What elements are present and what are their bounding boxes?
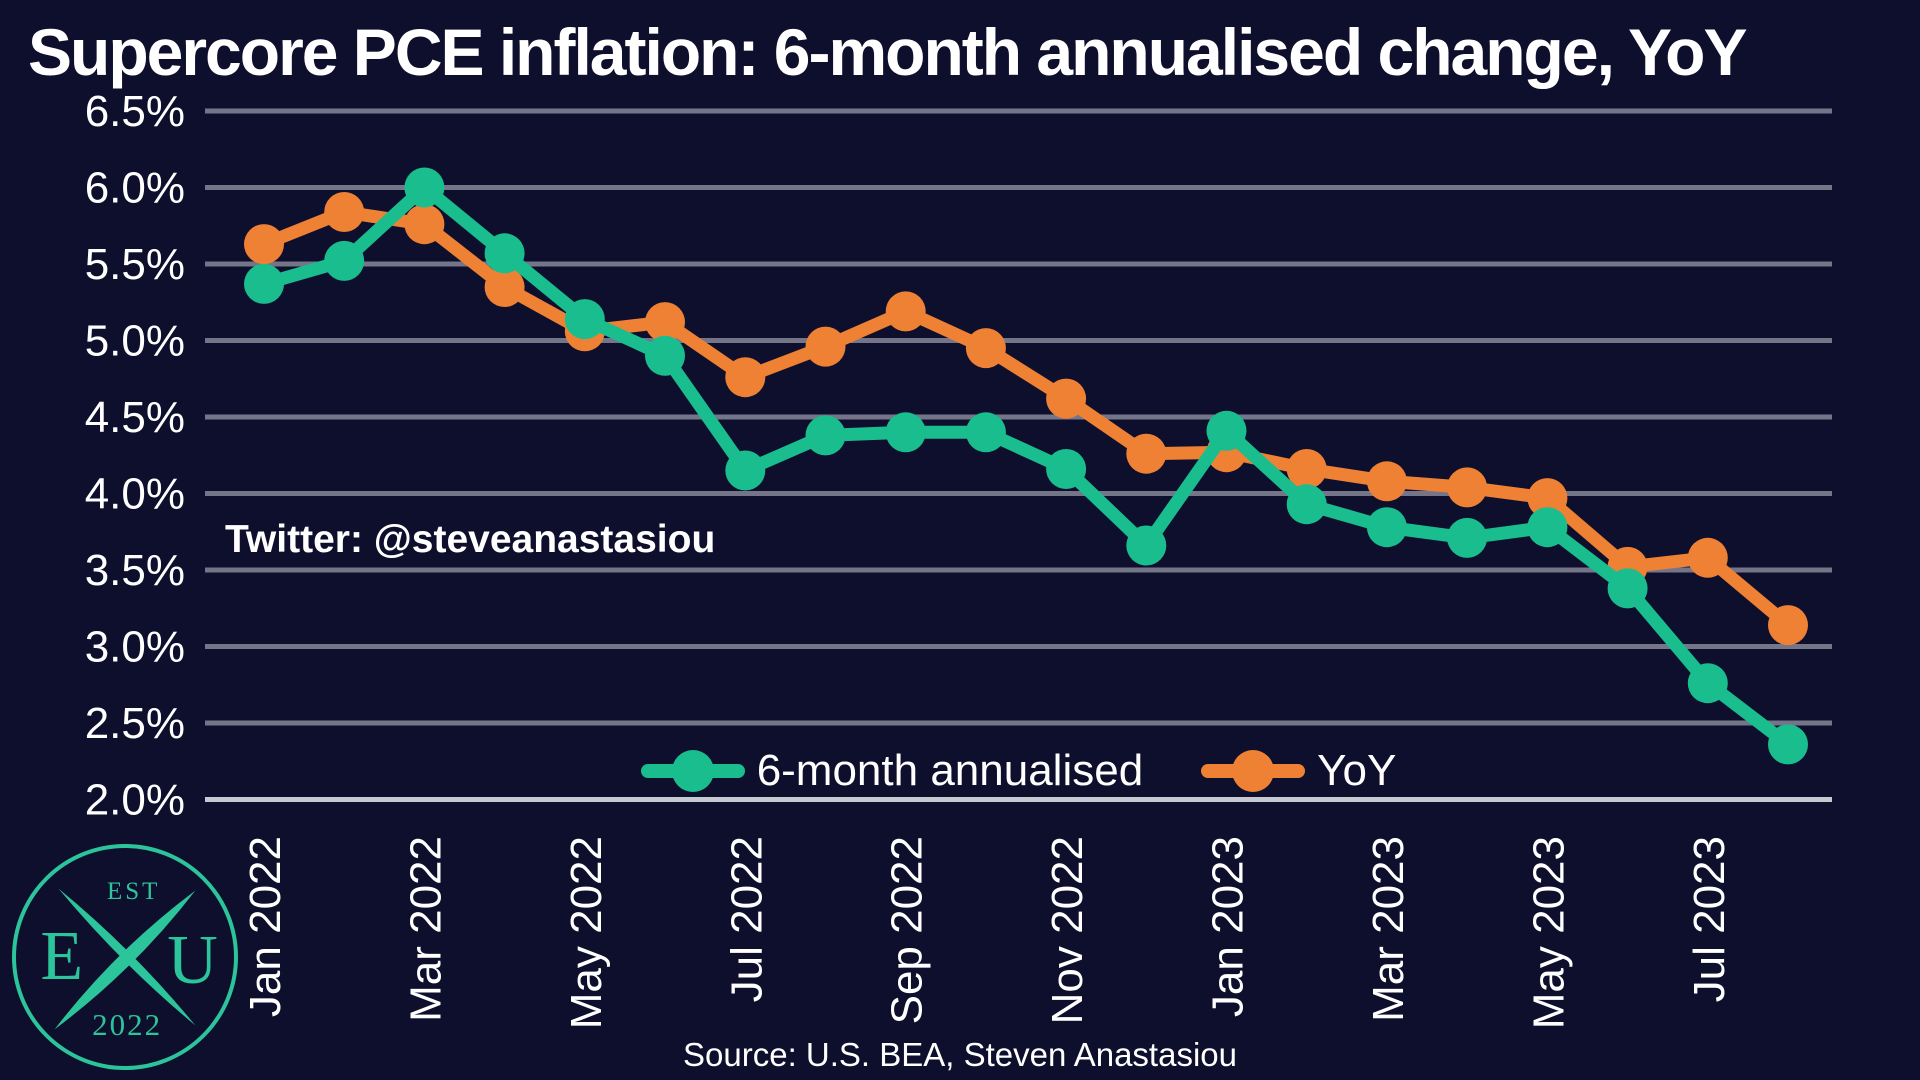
- orange-dot-icon: [1232, 750, 1275, 792]
- logo-est-text: EST: [106, 877, 161, 905]
- data-point-6-month-annualised: [1366, 507, 1407, 548]
- data-point-yoy: [725, 357, 766, 398]
- x-tick-label: Jul 2023: [1685, 836, 1734, 1002]
- y-tick-label: 6.5%: [85, 87, 185, 136]
- logo-year-text: 2022: [92, 1006, 163, 1042]
- x-tick-label: Mar 2022: [401, 836, 450, 1022]
- data-point-6-month-annualised: [965, 412, 1006, 453]
- y-tick-label: 4.0%: [85, 470, 185, 519]
- data-point-yoy: [1366, 461, 1407, 502]
- green-line-marker-icon: [640, 750, 745, 792]
- data-point-yoy: [1126, 433, 1167, 474]
- y-tick-label: 5.5%: [85, 240, 185, 289]
- x-tick-label: May 2023: [1524, 836, 1573, 1029]
- data-point-yoy: [1286, 449, 1327, 489]
- x-tick-label: Sep 2022: [883, 836, 932, 1024]
- data-point-6-month-annualised: [1126, 525, 1167, 566]
- y-tick-label: 4.5%: [85, 393, 185, 442]
- data-point-yoy: [645, 302, 685, 343]
- y-tick-label: 2.0%: [85, 776, 185, 825]
- legend-label: 6-month annualised: [756, 746, 1144, 795]
- green-dot-icon: [671, 750, 714, 792]
- x-tick-label: May 2022: [562, 836, 611, 1029]
- data-point-6-month-annualised: [484, 233, 525, 274]
- data-point-yoy: [1527, 478, 1568, 519]
- y-tick-label: 3.0%: [85, 623, 185, 672]
- data-point-6-month-annualised: [1687, 663, 1728, 704]
- y-tick-label: 5.0%: [85, 317, 185, 366]
- data-point-6-month-annualised: [645, 335, 685, 376]
- data-point-yoy: [1447, 467, 1488, 508]
- y-tick-label: 2.5%: [85, 699, 185, 748]
- data-point-yoy: [805, 326, 846, 367]
- data-point-6-month-annualised: [725, 450, 766, 491]
- orange-line-marker-icon: [1201, 750, 1306, 792]
- x-tick-label: Mar 2023: [1364, 836, 1413, 1022]
- twitter-handle-annotation: Twitter: @steveanastasiou: [225, 518, 716, 561]
- legend-item-6-month-annualised: 6-month annualised: [640, 746, 1144, 796]
- legend-label: YoY: [1317, 746, 1397, 795]
- x-tick-label: Nov 2022: [1043, 836, 1092, 1024]
- data-point-6-month-annualised: [244, 263, 284, 304]
- data-point-yoy: [244, 224, 284, 265]
- data-point-yoy: [885, 291, 926, 332]
- data-point-yoy: [484, 267, 525, 307]
- legend-item-yoy: YoY: [1201, 746, 1396, 796]
- x-tick-label: Jan 2022: [241, 836, 290, 1017]
- y-tick-label: 6.0%: [85, 164, 185, 213]
- data-point-6-month-annualised: [324, 240, 365, 281]
- data-point-yoy: [324, 192, 365, 232]
- data-point-6-month-annualised: [1206, 410, 1247, 451]
- y-tick-label: 3.5%: [85, 546, 185, 595]
- data-point-6-month-annualised: [885, 412, 926, 453]
- data-point-yoy: [1046, 378, 1087, 419]
- logo-crossed-blades-icon: [54, 888, 196, 1030]
- data-point-yoy: [404, 204, 445, 245]
- data-point-6-month-annualised: [1527, 507, 1568, 548]
- data-point-6-month-annualised: [1286, 484, 1327, 525]
- data-point-6-month-annualised: [1447, 517, 1488, 558]
- x-tick-label: Jan 2023: [1204, 836, 1253, 1017]
- data-point-6-month-annualised: [805, 415, 846, 456]
- data-point-6-month-annualised: [1768, 724, 1808, 765]
- data-point-6-month-annualised: [1607, 568, 1648, 609]
- exu-brand-logo: EST 2022 E U: [12, 844, 238, 1070]
- data-point-yoy: [965, 328, 1006, 369]
- x-tick-label: Jul 2022: [722, 836, 771, 1002]
- chart-title: Supercore PCE inflation: 6-month annuali…: [28, 15, 1748, 89]
- data-point-6-month-annualised: [404, 167, 445, 208]
- chart-legend: 6-month annualised YoY: [205, 746, 1832, 796]
- data-point-6-month-annualised: [564, 299, 605, 340]
- logo-letter-e: E: [40, 918, 84, 995]
- logo-letter-u: U: [167, 922, 218, 1000]
- data-point-yoy: [1768, 605, 1808, 646]
- source-credit: Source: U.S. BEA, Steven Anastasiou: [683, 1036, 1237, 1073]
- data-point-yoy: [1687, 537, 1728, 578]
- data-point-6-month-annualised: [1046, 449, 1087, 489]
